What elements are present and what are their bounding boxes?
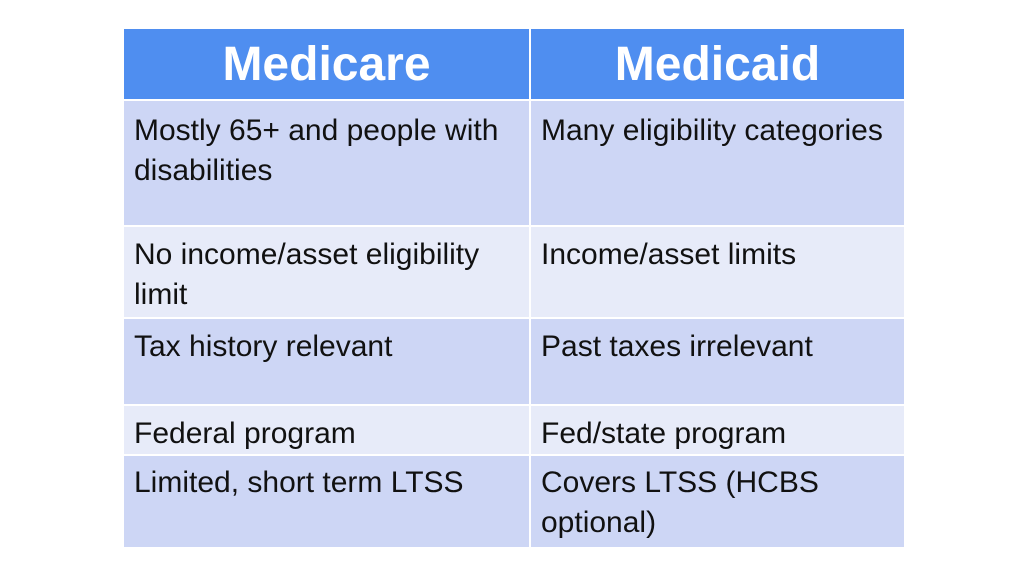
table-row: Federal program Fed/state program bbox=[124, 404, 904, 456]
table-row: No income/asset eligibility limit Income… bbox=[124, 225, 904, 319]
comparison-table: Medicare Medicaid Mostly 65+ and people … bbox=[124, 29, 904, 547]
cell-medicaid: Fed/state program bbox=[529, 404, 904, 456]
cell-medicare: Limited, short term LTSS bbox=[124, 454, 531, 547]
table-row: Mostly 65+ and people with disabilities … bbox=[124, 99, 904, 227]
cell-medicaid: Covers LTSS (HCBS optional) bbox=[529, 454, 904, 547]
table-row: Tax history relevant Past taxes irreleva… bbox=[124, 317, 904, 406]
header-row: Medicare Medicaid bbox=[124, 29, 904, 101]
cell-medicare: Tax history relevant bbox=[124, 317, 531, 406]
cell-medicaid: Income/asset limits bbox=[529, 225, 904, 319]
cell-medicaid: Many eligibility categories bbox=[529, 99, 904, 227]
cell-medicare: No income/asset eligibility limit bbox=[124, 225, 531, 319]
cell-medicaid: Past taxes irrelevant bbox=[529, 317, 904, 406]
cell-medicare: Federal program bbox=[124, 404, 531, 456]
header-medicaid: Medicaid bbox=[529, 29, 904, 101]
table-row: Limited, short term LTSS Covers LTSS (HC… bbox=[124, 454, 904, 547]
comparison-table-wrapper: Medicare Medicaid Mostly 65+ and people … bbox=[124, 29, 904, 547]
header-medicare: Medicare bbox=[124, 29, 531, 101]
cell-medicare: Mostly 65+ and people with disabilities bbox=[124, 99, 531, 227]
